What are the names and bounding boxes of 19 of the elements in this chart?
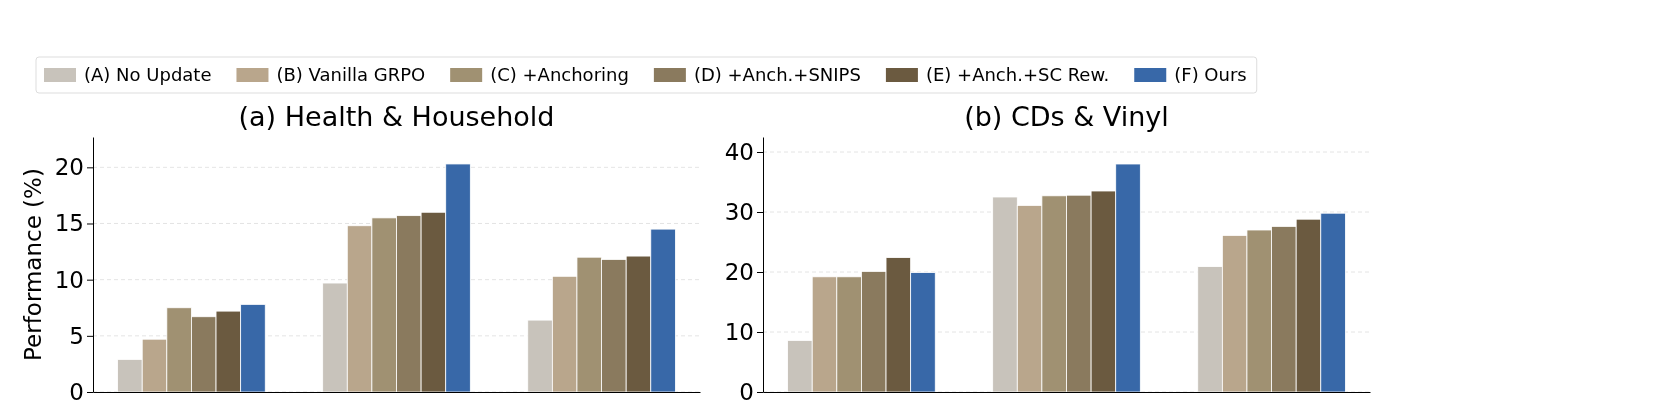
legend-label: (D) +Anch.+SNIPS — [693, 64, 861, 85]
y-tick-label: 15 — [54, 210, 84, 237]
y-tick-label: 40 — [724, 138, 754, 165]
y-tick-label: 30 — [724, 198, 754, 225]
y-tick-label: 5 — [69, 322, 84, 349]
chart-title: (b) CDs & Vinyl — [964, 101, 1169, 132]
legend-label: (B) Vanilla GRPO — [276, 64, 426, 85]
y-tick-label: 0 — [739, 378, 754, 405]
y-tick-label: 20 — [54, 154, 84, 181]
y-tick-label: 10 — [724, 318, 754, 345]
legend-label: (C) +Anchoring — [490, 64, 629, 85]
chart-title: (a) Health & Household — [238, 101, 555, 132]
legend-label: (F) Ours — [1174, 64, 1247, 85]
y-tick-label: 0 — [69, 378, 84, 405]
y-axis-title: Performance (%) — [20, 168, 46, 361]
legend-label: (E) +Anch.+SC Rew. — [925, 64, 1110, 85]
legend-label: (A) No Update — [84, 64, 212, 85]
y-tick-label: 20 — [724, 258, 754, 285]
y-tick-label: 10 — [54, 266, 84, 293]
